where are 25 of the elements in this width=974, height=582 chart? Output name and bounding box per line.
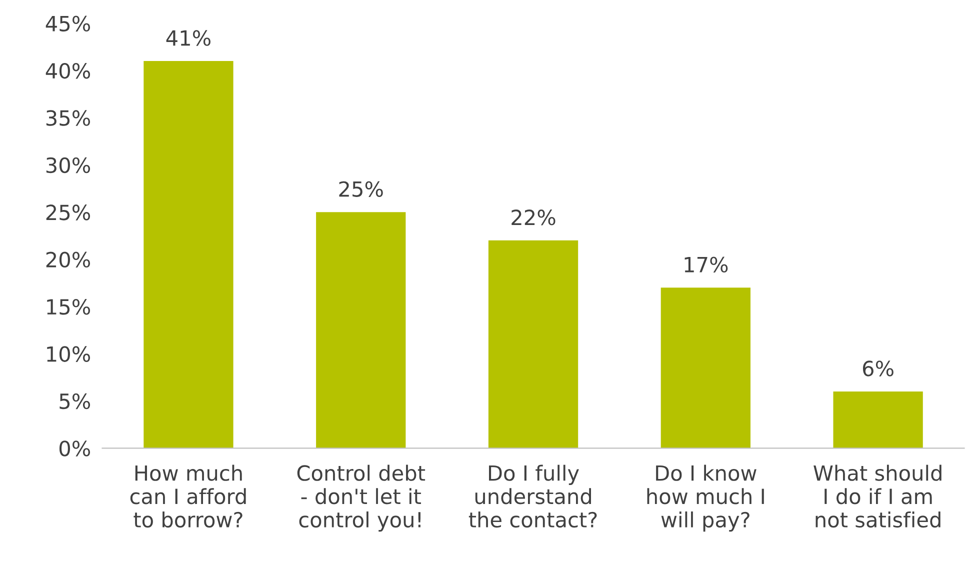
y-tick-label: 0% — [59, 440, 90, 456]
y-tick-label: 25% — [46, 204, 90, 220]
x-tick-label: Control debt - don't let it control you! — [297, 464, 426, 532]
y-tick-label: 15% — [47, 298, 90, 315]
bar — [144, 61, 234, 448]
data-label: 6% — [862, 360, 894, 376]
data-label: 22% — [512, 210, 556, 226]
y-tick-label: 5% — [60, 393, 90, 410]
data-label: 17% — [684, 256, 728, 272]
bar — [488, 240, 578, 448]
y-tick-label: 20% — [46, 252, 90, 268]
x-tick-label: How much can I afford to borrow? — [130, 464, 246, 528]
y-tick-label: 40% — [46, 62, 90, 79]
data-label: 41% — [166, 30, 210, 46]
y-tick-label: 10% — [47, 346, 90, 362]
x-tick-label: Do I fully understand the contact? — [468, 464, 597, 528]
bar — [833, 391, 923, 448]
y-tick-label: 30% — [46, 157, 90, 174]
y-tick-label: 45% — [46, 16, 90, 32]
y-tick-label: 35% — [46, 110, 90, 126]
bar — [316, 212, 406, 448]
bar — [660, 288, 750, 448]
x-tick-label: Do I know how much I will pay? — [647, 464, 764, 532]
x-tick-label: What should I do if I am not satisfied — [814, 464, 942, 528]
data-label: 25% — [339, 181, 383, 197]
